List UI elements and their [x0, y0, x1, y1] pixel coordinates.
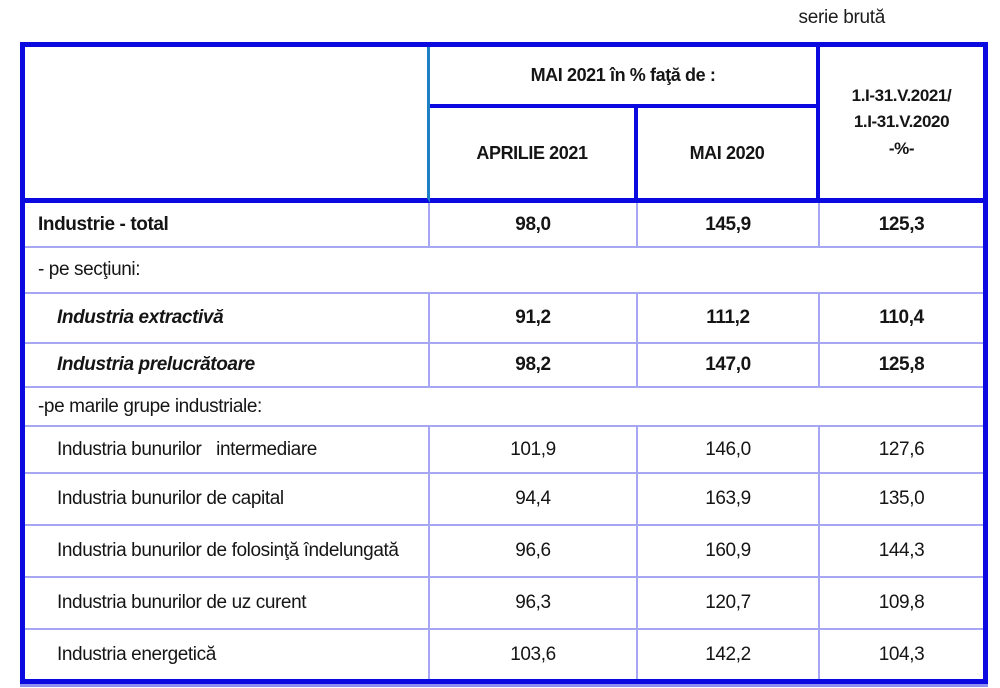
row-value: 125,8	[820, 344, 983, 388]
header-blank-cell	[25, 47, 430, 203]
row-value: 160,9	[638, 526, 820, 578]
header-cumulative-period: 1.I-31.V.2021/ 1.I-31.V.2020 -%-	[820, 47, 983, 203]
row-value: 163,9	[638, 474, 820, 526]
row-value: 98,0	[430, 203, 638, 248]
row-value: 146,0	[638, 427, 820, 474]
row-label: Industria extractivă	[25, 294, 430, 344]
header-col-may: MAI 2020	[638, 108, 820, 203]
row-value: 127,6	[820, 427, 983, 474]
row-value: 120,7	[638, 578, 820, 630]
industry-table: MAI 2021 în % faţă de : 1.I-31.V.2021/ 1…	[20, 42, 988, 684]
row-value: 91,2	[430, 294, 638, 344]
row-value: 135,0	[820, 474, 983, 526]
cumulative-line-3: -%-	[888, 138, 915, 158]
row-value: 147,0	[638, 344, 820, 388]
group-row-label: - pe secţiuni:	[25, 248, 983, 294]
row-value: 144,3	[820, 526, 983, 578]
row-value: 96,6	[430, 526, 638, 578]
row-value: 142,2	[638, 630, 820, 679]
series-note: serie brută	[798, 7, 886, 28]
row-value: 96,3	[430, 578, 638, 630]
row-value: 103,6	[430, 630, 638, 679]
row-value: 110,4	[820, 294, 983, 344]
row-value: 125,3	[820, 203, 983, 248]
row-value: 145,9	[638, 203, 820, 248]
row-value: 109,8	[820, 578, 983, 630]
row-label: Industria bunurilor intermediare	[25, 427, 430, 474]
group-row-label: -pe marile grupe industriale:	[25, 388, 983, 427]
row-label: Industria energetică	[25, 630, 430, 679]
row-value: 101,9	[430, 427, 638, 474]
row-value: 104,3	[878, 643, 925, 665]
row-value: 94,4	[430, 474, 638, 526]
row-label: Industria bunurilor de uz curent	[25, 578, 430, 630]
row-value: 111,2	[638, 294, 820, 344]
row-label: Industria prelucrătoare	[25, 344, 430, 388]
row-value: 98,2	[430, 344, 638, 388]
row-label: Industria bunurilor de capital	[25, 474, 430, 526]
row-label: Industrie - total	[25, 203, 430, 248]
row-label: Industria bunurilor de folosinţă îndelun…	[25, 526, 430, 578]
cumulative-line-2: 1.I-31.V.2020	[853, 112, 950, 132]
cumulative-line-1: 1.I-31.V.2021/	[851, 85, 952, 105]
header-col-april: APRILIE 2021	[430, 108, 638, 203]
header-group-title: MAI 2021 în % faţă de :	[430, 47, 820, 108]
